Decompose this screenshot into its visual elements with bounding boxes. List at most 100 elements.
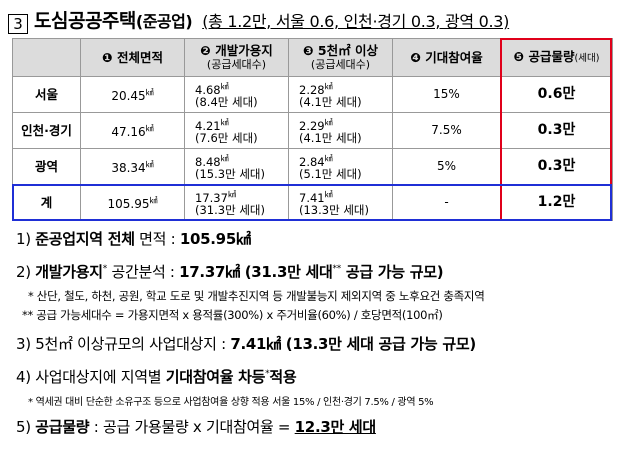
table-row: 인천·경기 47.16㎢ 4.21㎢ (7.6만 세대) 2.29㎢ (4.1만 세… [12, 112, 613, 149]
rate-cell: 15% [392, 76, 501, 113]
dev-value: 4.21 [195, 118, 221, 133]
header-label: ❹ 기대참여율 [410, 49, 483, 65]
region-cell: 인천·경기 [12, 112, 81, 149]
section-heading: 3 도심공공주택(준공업) (총 1.2만, 서울 0.6, 인천·경기 0.3… [8, 6, 510, 34]
table-row: 광역 38.34㎢ 8.48㎢ (15.3만 세대) 2.84㎢ (5.1만 세대)… [12, 148, 613, 185]
item-prefix: 3) [16, 335, 36, 353]
item-bold: 12.3만 세대 [294, 418, 377, 436]
dev-value: 17.37 [195, 190, 228, 205]
rate-cell: - [392, 184, 501, 221]
note-4: * 역세권 대비 단순한 소유구조 등으로 사업참여율 상향 적용 서울 15%… [28, 397, 434, 408]
item-text: 면적 : [134, 230, 180, 248]
header-large-site: ❸ 5천㎡ 이상 (공급세대수) [288, 38, 393, 77]
unit: ㎢ [145, 124, 154, 133]
item-text: 5천㎡ 이상규모의 사업대상지 : [35, 335, 231, 353]
item-bold: 기대참여율 차등 [165, 368, 266, 386]
unit: ㎢ [324, 117, 333, 127]
dev-units: (7.6만 세대) [195, 131, 258, 146]
area-cell: 47.16㎢ [80, 112, 185, 149]
footnote-mark: * [265, 369, 270, 379]
large-units: (4.1만 세대) [299, 95, 362, 110]
large-value: 2.29 [299, 118, 325, 133]
unit: ㎢ [145, 160, 154, 169]
area-value: 47.16 [111, 125, 146, 139]
area-cell: 105.95㎢ [80, 184, 185, 221]
area-cell: 20.45㎢ [80, 76, 185, 113]
item-2: 2) 개발가용지* 공간분석 : 17.37㎢ (31.3만 세대** 공급 가… [16, 261, 628, 282]
region-cell: 계 [12, 184, 81, 221]
supply-cell: 0.3만 [500, 148, 613, 185]
large-units: (4.1만 세대) [299, 131, 362, 146]
unit: ㎢ [220, 81, 229, 91]
item-bold: 공급 가능 규모) [340, 263, 444, 281]
dev-value: 4.68 [195, 82, 221, 97]
supply-cell: 0.3만 [500, 112, 613, 149]
large-cell: 2.84㎢ (5.1만 세대) [288, 148, 393, 185]
item-prefix: 5) [16, 418, 36, 436]
item-text: : 공급 가용물량 x 기대참여율 = [89, 418, 295, 436]
header-label: ❺ 공급물량 [513, 48, 575, 64]
unit: ㎢ [149, 196, 158, 205]
unit: ㎢ [220, 117, 229, 127]
header-label: ❶ 전체면적 [102, 49, 163, 65]
dev-cell: 4.68㎢ (8.4만 세대) [184, 76, 289, 113]
table-row: 서울 20.45㎢ 4.68㎢ (8.4만 세대) 2.28㎢ (4.1만 세대) … [12, 76, 613, 113]
item-text: 사업대상지에 지역별 [35, 368, 166, 386]
item-prefix: 2) [16, 263, 36, 281]
footnote-mark: ** [332, 264, 342, 274]
header-total-area: ❶ 전체면적 [80, 38, 185, 77]
item-bold: 적용 [269, 368, 297, 386]
unit: ㎢ [220, 153, 229, 163]
region-cell: 서울 [12, 76, 81, 113]
large-value: 2.28 [299, 82, 325, 97]
footnote-mark: * [102, 264, 108, 274]
explanation-list: 1) 준공업지역 전체 면적 : 105.95㎢ 2) 개발가용지* 공간분석 … [16, 228, 628, 437]
header-label: ❸ 5천㎡ 이상 [303, 42, 378, 58]
unit: ㎢ [227, 189, 236, 199]
table-total-row: 계 105.95㎢ 17.37㎢ (31.3만 세대) 7.41㎢ (13.3만 세… [12, 184, 613, 221]
dev-units: (31.3만 세대) [195, 203, 265, 218]
supply-cell: 0.6만 [500, 76, 613, 113]
item-bold: 17.37㎢ (31.3만 세대 [179, 263, 333, 281]
item-bold: 준공업지역 전체 [35, 230, 135, 248]
dev-units: (8.4만 세대) [195, 95, 258, 110]
item-5: 5) 공급물량 : 공급 가용물량 x 기대참여율 = 12.3만 세대 [16, 416, 628, 437]
item-bold: 7.41㎢ (13.3만 세대 공급 가능 규모) [230, 335, 476, 353]
header-sub: (공급세대수) [206, 57, 267, 71]
table-header-row: ❶ 전체면적 ❷ 개발가용지 (공급세대수) ❸ 5천㎡ 이상 (공급세대수) ❹ … [12, 38, 613, 77]
header-region [12, 38, 81, 77]
dev-cell: 4.21㎢ (7.6만 세대) [184, 112, 289, 149]
dev-cell: 8.48㎢ (15.3만 세대) [184, 148, 289, 185]
note-2b: ** 공급 가능세대수 = 가용지면적 x 용적률(300%) x 주거비율(6… [22, 308, 443, 322]
item-bold: 개발가용지 [35, 263, 103, 281]
item-1: 1) 준공업지역 전체 면적 : 105.95㎢ [16, 228, 628, 249]
unit: ㎢ [324, 81, 333, 91]
unit: ㎢ [324, 153, 333, 163]
item-4: 4) 사업대상지에 지역별 기대참여율 차등*적용 [16, 366, 628, 387]
section-number: 3 [8, 14, 28, 34]
dev-value: 8.48 [195, 154, 221, 169]
area-value: 38.34 [111, 161, 146, 175]
large-cell: 2.28㎢ (4.1만 세대) [288, 76, 393, 113]
item-3: 3) 5천㎡ 이상규모의 사업대상지 : 7.41㎢ (13.3만 세대 공급 … [16, 333, 628, 354]
supply-table: ❶ 전체면적 ❷ 개발가용지 (공급세대수) ❸ 5천㎡ 이상 (공급세대수) ❹ … [12, 38, 613, 221]
header-supply: ❺ 공급물량(세대) [500, 38, 613, 77]
rate-cell: 7.5% [392, 112, 501, 149]
region-cell: 광역 [12, 148, 81, 185]
area-cell: 38.34㎢ [80, 148, 185, 185]
section-summary: (총 1.2만, 서울 0.6, 인천·경기 0.3, 광역 0.3) [202, 12, 510, 31]
header-small: (세대) [574, 52, 600, 64]
area-value: 20.45 [111, 89, 146, 103]
area-value: 105.95 [107, 197, 150, 211]
title-sub: (준공업) [135, 12, 193, 31]
large-cell: 2.29㎢ (4.1만 세대) [288, 112, 393, 149]
header-dev-land: ❷ 개발가용지 (공급세대수) [184, 38, 289, 77]
large-value: 7.41 [299, 190, 325, 205]
item-text: 공간분석 : [106, 263, 180, 281]
supply-cell: 1.2만 [500, 184, 613, 221]
large-units: (13.3만 세대) [299, 203, 369, 218]
item-prefix: 1) [16, 230, 36, 248]
item-bold: 105.95㎢ [179, 230, 251, 248]
item-prefix: 4) [16, 368, 36, 386]
header-sub: (공급세대수) [310, 57, 371, 71]
